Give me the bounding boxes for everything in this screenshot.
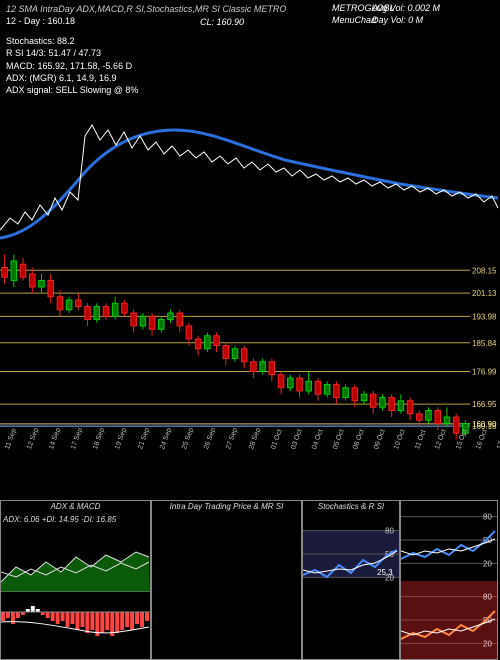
date-axis: 11 Sep12 Sep14 Sep17 Sep18 Sep19 Sep21 S… xyxy=(0,448,500,498)
adx-line: ADX: (MGR) 6.1, 14.9, 16.9 xyxy=(6,72,494,84)
bp0-title: ADX & MACD xyxy=(1,502,150,511)
bp2-title: Stochastics & R SI xyxy=(303,502,399,511)
chart-header: 12 SMA IntraDay ADX,MACD,R SI,Stochastic… xyxy=(0,0,500,96)
svg-text:80: 80 xyxy=(483,593,492,602)
svg-text:201.13: 201.13 xyxy=(472,289,497,298)
svg-text:185.84: 185.84 xyxy=(472,339,497,348)
candle-chart-panel[interactable]: 208.15201.13193.98185.84176.99166.95160.… xyxy=(0,248,500,443)
svg-text:20: 20 xyxy=(483,559,492,568)
svg-text:166.95: 166.95 xyxy=(472,400,497,409)
svg-text:80: 80 xyxy=(385,527,394,536)
svg-text:20: 20 xyxy=(483,639,492,648)
stoch-line: Stochastics: 88.2 xyxy=(6,35,494,47)
cl-value: CL: 160.90 xyxy=(200,16,244,28)
ticker: METROGLOBL MenuChart xyxy=(332,2,440,26)
svg-text:176.99: 176.99 xyxy=(472,368,497,377)
svg-text:80: 80 xyxy=(483,513,492,522)
svg-text:193.98: 193.98 xyxy=(472,312,497,321)
bp1-title: Intra Day Trading Price & MR SI xyxy=(152,502,301,511)
bottom-panels: ADX & MACD ADX: 6.06 +DI: 14.95 -DI: 16.… xyxy=(0,500,500,660)
rsi-panel[interactable]: 205080205080 xyxy=(400,500,498,660)
top-chart-panel[interactable] xyxy=(0,100,500,245)
adx-sig-line: ADX signal: SELL Slowing @ 8% xyxy=(6,84,494,96)
svg-text:25.3: 25.3 xyxy=(377,568,393,577)
hdr-tabs: 12 SMA IntraDay ADX,MACD,R SI,Stochastic… xyxy=(6,3,286,15)
svg-text:208.15: 208.15 xyxy=(472,266,497,275)
intraday-panel[interactable]: Intra Day Trading Price & MR SI xyxy=(151,500,302,660)
adx-macd-panel[interactable]: ADX & MACD ADX: 6.06 +DI: 14.95 -DI: 16.… xyxy=(0,500,151,660)
bp0-foot: ADX: 6.06 +DI: 14.95 -DI: 16.85 xyxy=(3,515,116,524)
rsi-line: R SI 14/3: 51.47 / 47.73 xyxy=(6,47,494,59)
macd-line: MACD: 165.92, 171.58, -5.66 D xyxy=(6,60,494,72)
stoch-panel[interactable]: Stochastics & R SI 20508025.3 xyxy=(302,500,400,660)
